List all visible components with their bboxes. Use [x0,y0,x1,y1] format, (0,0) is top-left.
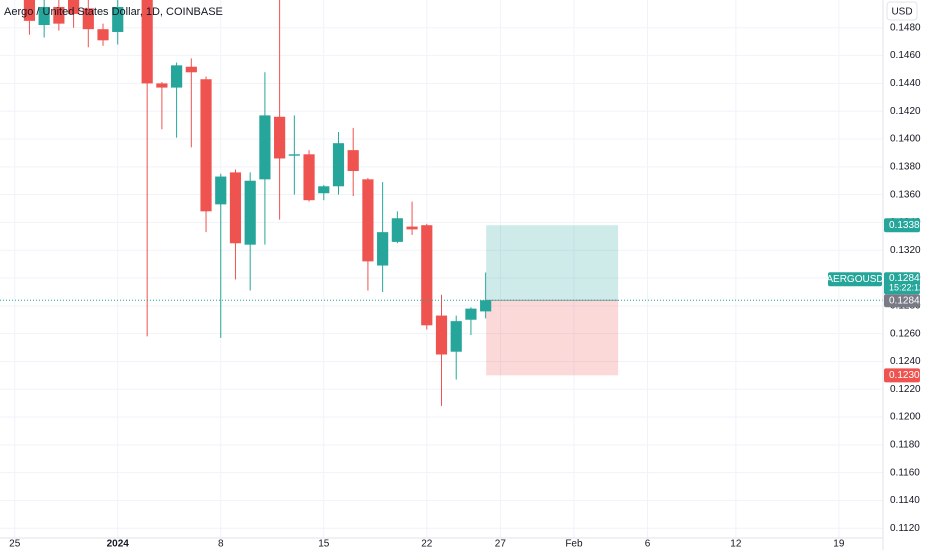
candle-body [465,308,477,320]
y-tick-label: 0.1120 [890,523,920,534]
y-tick-label: 0.1240 [890,356,921,367]
y-tick-label: 0.1220 [890,384,921,395]
x-tick-label: 27 [495,539,507,550]
y-tick-label: 0.1140 [890,495,920,506]
currency-button[interactable] [886,1,918,21]
currency[interactable]: USD [891,7,912,18]
y-tick-label: 0.1260 [890,328,921,339]
candle-body [303,154,315,201]
scale-badge [884,294,920,308]
candle-body [288,154,300,156]
axes: 0.1480 0.1460 0.1440 0.1420 0.1400 0.1380 0.13… [9,22,924,549]
x-tick-label: Feb [565,539,583,550]
x-tick-label: 15 [318,539,330,550]
last-price-badge [884,272,920,295]
candle-body [112,6,124,32]
candle-body [53,6,65,24]
candle-body [406,226,418,230]
chart-title: Aergo / United States Dollar, 1D, COINBA… [4,6,223,18]
candle-body [97,29,109,41]
y-tick-label: 0.1420 [890,106,921,117]
target-badge [884,218,920,233]
y-tick-label: 0.1400 [890,134,921,145]
symbol-label: AERGOUSD [826,274,883,285]
candle-body [318,186,330,194]
scale-badge-label: 0.1284 [889,295,920,306]
candle-body [347,150,359,171]
candle-body [82,8,94,30]
candle-body [185,66,197,73]
stop-label: 0.1230 [889,370,920,381]
x-tick-label: 12 [730,539,742,550]
x-tick-label: 25 [9,539,21,550]
symbol-badge [828,272,882,287]
x-tick-label: 19 [833,539,845,550]
y-tick-label: 0.1360 [890,189,921,200]
candle-body [23,0,36,21]
candle-body [38,6,50,26]
y-tick-label: 0.1200 [890,412,921,423]
candle-body [362,179,374,262]
profit-zone [486,225,619,301]
target-label: 0.1338 [889,220,920,231]
y-tick-label: 0.1460 [890,50,921,61]
y-tick-label: 0.1440 [890,78,921,89]
candle-body [450,321,462,352]
candle-body [244,180,256,245]
y-tick-label: 0.1480 [890,22,921,33]
candle-body [421,225,433,326]
loss-zone [486,300,619,376]
x-tick-label: 6 [645,539,651,550]
stop-badge [884,368,920,383]
candle-body [259,115,271,180]
y-tick-label: 0.1160 [890,467,920,478]
candle-body [67,0,80,14]
candle-body [215,176,227,205]
candle-body [141,0,153,84]
last-price-label: 0.1284 [889,273,920,284]
candle-body [332,143,345,187]
candle-body [377,232,389,266]
x-tick-label: 2024 [107,539,130,550]
candle-body [274,116,286,159]
candle-body [200,79,212,212]
candle-body [229,172,242,244]
countdown: 15:22:12 [889,283,924,293]
candle-body [480,300,492,312]
plot-area [0,0,883,406]
candle-body [171,65,183,88]
x-tick-label: 22 [421,539,433,550]
candle-body [391,218,403,242]
y-tick-label: 0.1320 [890,245,921,256]
y-tick-label: 0.1180 [890,439,920,450]
x-tick-label: 8 [218,539,224,550]
y-tick-label: 0.1380 [890,161,921,172]
candle-body [435,315,448,355]
candle-body [156,83,168,88]
